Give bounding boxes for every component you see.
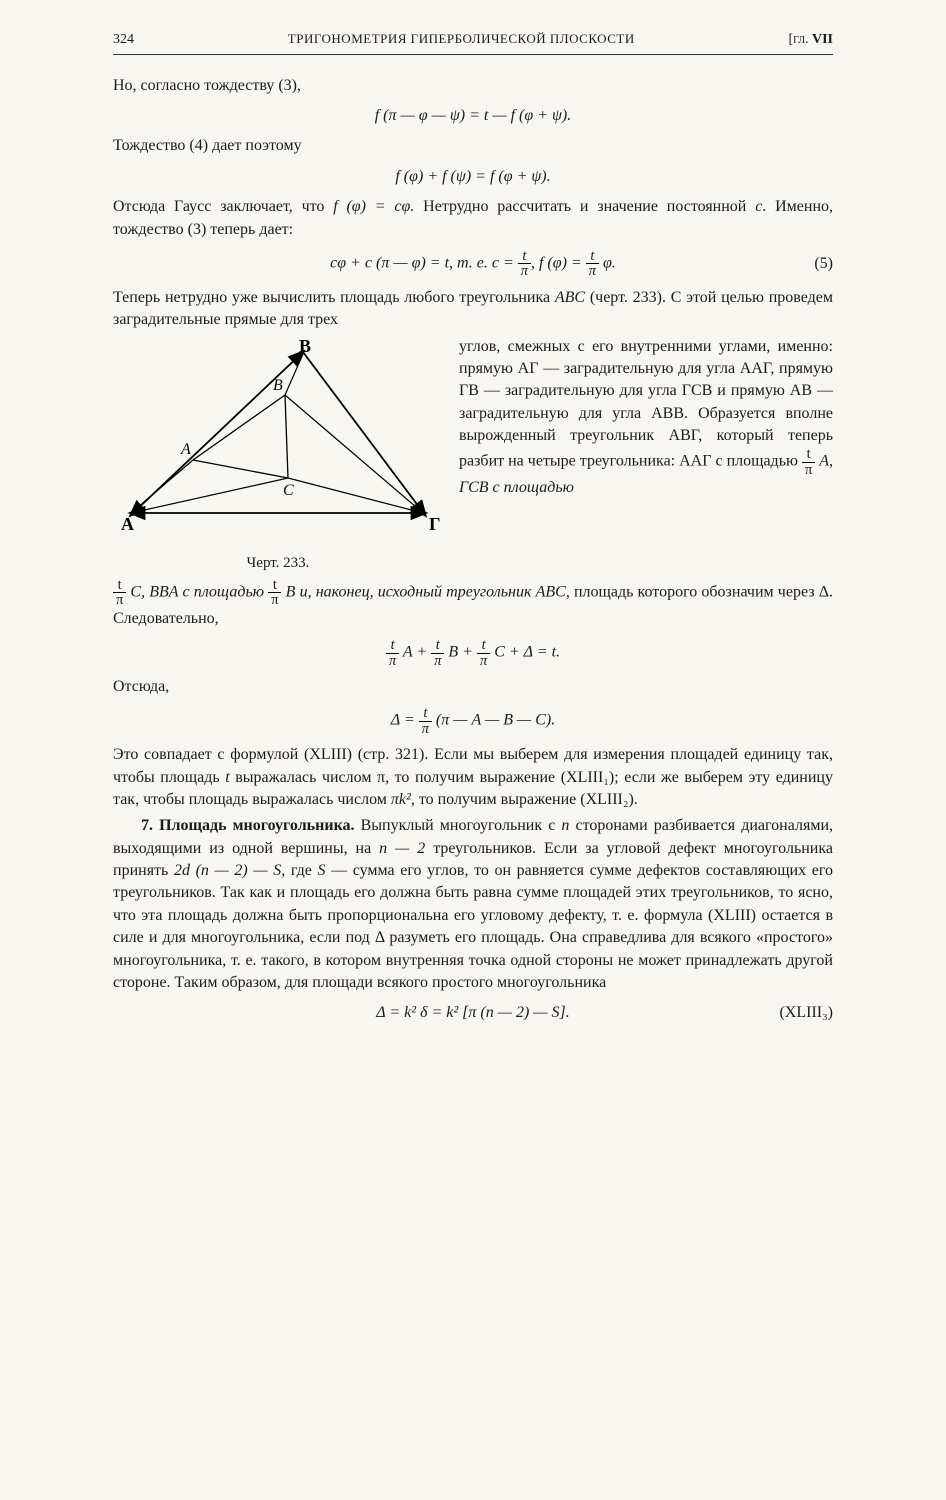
section-number: 7. bbox=[141, 817, 159, 834]
page-header: 324 ТРИГОНОМЕТРИЯ ГИПЕРБОЛИЧЕСКОЙ ПЛОСКО… bbox=[113, 30, 833, 55]
numerator: t bbox=[431, 638, 444, 653]
denominator: π bbox=[477, 654, 490, 668]
numerator: t bbox=[268, 578, 281, 593]
numerator: t bbox=[518, 249, 531, 264]
paragraph: 7. Площадь многоугольника. Выпуклый мног… bbox=[113, 815, 833, 994]
denominator: π bbox=[268, 593, 281, 607]
fraction: tπ bbox=[802, 447, 815, 477]
text-run-italic: ABC bbox=[555, 289, 585, 306]
numerator: t bbox=[113, 578, 126, 593]
text-run-italic: 2d (n — 2) — S bbox=[174, 862, 281, 879]
formula: tπ A + tπ B + tπ C + Δ = t. bbox=[113, 638, 833, 668]
fraction: tπ bbox=[518, 249, 531, 279]
text-run: — сумма его углов, то он равняется сумме… bbox=[113, 862, 833, 991]
denominator: π bbox=[518, 264, 531, 278]
text-run-italic: f (φ) = cφ. bbox=[333, 198, 414, 215]
text-run: Теперь нетрудно уже вычислить площадь лю… bbox=[113, 289, 555, 306]
fraction: tπ bbox=[586, 249, 599, 279]
formula-number: (XLIII₃) bbox=[773, 1002, 833, 1024]
section-title: Площадь многоугольника. bbox=[159, 817, 354, 834]
figure-svg: А B Г A B C bbox=[113, 340, 443, 540]
text-run: Выпуклый многоугольник с bbox=[355, 817, 562, 834]
text-run: углов, смежных с его внутренними углами,… bbox=[459, 338, 833, 471]
fraction: tπ bbox=[268, 578, 281, 608]
paragraph: Тождество (4) дает поэтому bbox=[113, 135, 833, 157]
text-run: C + Δ = t. bbox=[490, 644, 560, 661]
text-run: C, BBA с площадью bbox=[126, 584, 268, 601]
text-run: cφ + c (π — φ) = t, т. е. c = bbox=[330, 255, 518, 272]
text-run: Отсюда Гаусс заключает, что bbox=[113, 198, 333, 215]
formula: f (φ) + f (ψ) = f (φ + ψ). bbox=[113, 166, 833, 188]
text-run-italic: ABC bbox=[536, 584, 566, 601]
formula: Δ = tπ (π — A — B — C). bbox=[113, 706, 833, 736]
figure-caption: Черт. 233. bbox=[113, 553, 443, 574]
paragraph: Теперь нетрудно уже вычислить площадь лю… bbox=[113, 287, 833, 332]
text-run: , f (φ) = bbox=[531, 255, 586, 272]
numerator: t bbox=[586, 249, 599, 264]
text-run-italic: n — 2 bbox=[379, 840, 425, 857]
fraction: tπ bbox=[477, 638, 490, 668]
formula-row: Δ = k² δ = k² [π (n — 2) — S]. (XLIII₃) bbox=[113, 1002, 833, 1024]
paragraph: Отсюда, bbox=[113, 676, 833, 698]
vertex-label: B bbox=[273, 377, 283, 394]
vertex-label: Г bbox=[429, 514, 440, 534]
formula: f (π — φ — ψ) = t — f (φ + ψ). bbox=[113, 105, 833, 127]
paragraph: Отсюда Гаусс заключает, что f (φ) = cφ. … bbox=[113, 196, 833, 241]
page-number: 324 bbox=[113, 30, 134, 50]
denominator: π bbox=[802, 463, 815, 477]
denominator: π bbox=[431, 654, 444, 668]
text-run: φ. bbox=[599, 255, 616, 272]
header-title: ТРИГОНОМЕТРИЯ ГИПЕРБОЛИЧЕСКОЙ ПЛОСКОСТИ bbox=[288, 30, 635, 48]
text-run: Δ = bbox=[391, 712, 419, 729]
formula-number: (5) bbox=[773, 253, 833, 275]
fraction: tπ bbox=[419, 706, 432, 736]
denominator: π bbox=[419, 722, 432, 736]
text-run: , то получим выражение (XLIII₂). bbox=[411, 791, 638, 808]
numerator: t bbox=[477, 638, 490, 653]
text-run: (π — A — B — C). bbox=[432, 712, 555, 729]
vertex-label: C bbox=[283, 482, 294, 499]
text-run: Нетрудно рассчитать и значение постоянно… bbox=[414, 198, 755, 215]
denominator: π bbox=[113, 593, 126, 607]
paragraph: tπ C, BBA с площадью tπ B и, наконец, ис… bbox=[113, 578, 833, 630]
text-run: B + bbox=[444, 644, 477, 661]
chapter-label: [гл. VII bbox=[789, 30, 834, 50]
fraction: tπ bbox=[386, 638, 399, 668]
vertex-label: A bbox=[180, 441, 191, 458]
text-run: B и, наконец, исходный треугольник bbox=[281, 584, 535, 601]
vertex-label: А bbox=[121, 514, 134, 534]
vertex-label: B bbox=[299, 340, 311, 356]
paragraph: Это совпадает с формулой (XLIII) (стр. 3… bbox=[113, 744, 833, 811]
paragraph: Но, согласно тождеству (3), bbox=[113, 75, 833, 97]
numerator: t bbox=[802, 447, 815, 462]
formula-content: cφ + c (π — φ) = t, т. е. c = tπ, f (φ) … bbox=[173, 249, 773, 279]
denominator: π bbox=[386, 654, 399, 668]
text-run-italic: πk² bbox=[391, 791, 411, 808]
numerator: t bbox=[419, 706, 432, 721]
formula-content: Δ = k² δ = k² [π (n — 2) — S]. bbox=[173, 1002, 773, 1024]
fraction: tπ bbox=[431, 638, 444, 668]
formula-row: cφ + c (π — φ) = t, т. е. c = tπ, f (φ) … bbox=[113, 249, 833, 279]
text-run: , где bbox=[281, 862, 317, 879]
text-run: A + bbox=[399, 644, 431, 661]
denominator: π bbox=[586, 264, 599, 278]
numerator: t bbox=[386, 638, 399, 653]
figure: А B Г A B C Черт. 233. bbox=[113, 340, 443, 574]
fraction: tπ bbox=[113, 578, 126, 608]
